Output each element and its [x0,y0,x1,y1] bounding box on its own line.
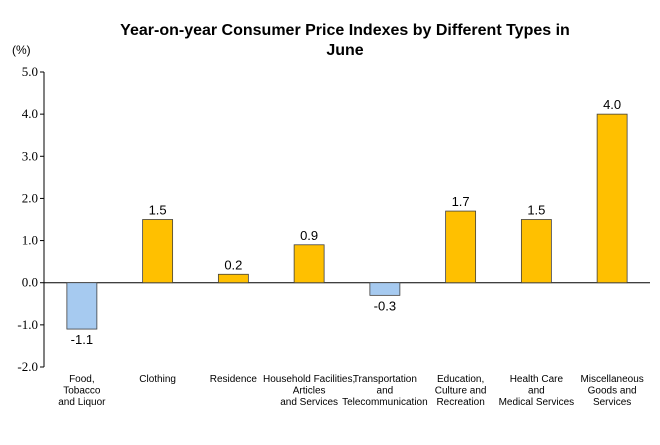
data-label: 1.7 [452,194,470,209]
bar [445,210,477,284]
y-tick-label: -2.0 [17,359,38,374]
bar [217,273,249,284]
y-tick-label: 1.0 [22,233,38,248]
data-label: 0.2 [224,257,242,272]
chart-title-line-2: June [326,42,363,59]
bar [596,113,628,284]
bar [369,282,401,296]
chart-title-line-1: Year-on-year Consumer Price Indexes by D… [120,22,570,39]
data-label: -0.3 [374,298,396,313]
y-tick-label: 0.0 [22,275,38,290]
category-label: Education, Culture and Recreation [435,374,487,408]
category-label: Miscellaneous Goods and Services [580,374,643,408]
bar [520,219,552,284]
y-tick-label: 4.0 [22,106,38,121]
data-label: 1.5 [527,203,545,218]
data-label: 1.5 [149,203,167,218]
y-tick-label: 2.0 [22,190,38,205]
category-label: Health Care and Medical Services [499,374,575,408]
bar [66,282,98,330]
plot-area: 5.0 4.0 3.0 2.0 1.0 0.0 -1.0 -2.0 -1.1 Food, Tobac… [17,64,650,408]
category-label: Residence [210,374,258,385]
data-label: 4.0 [603,97,621,112]
bar [293,244,325,284]
data-label: 0.9 [300,228,318,243]
category-label: Food, Tobacco and Liquor [58,374,106,408]
bar [142,219,174,284]
y-tick-label: 5.0 [22,64,38,79]
data-label: -1.1 [71,332,93,347]
y-tick-label: 3.0 [22,148,38,163]
y-unit-label: (%) [12,43,31,57]
y-tick-label: -1.0 [17,317,38,332]
category-label: Transportation and Telecommunication [342,374,428,408]
category-label: Household Facilities, Articles and Service… [263,374,355,408]
category-label: Clothing [139,374,176,385]
